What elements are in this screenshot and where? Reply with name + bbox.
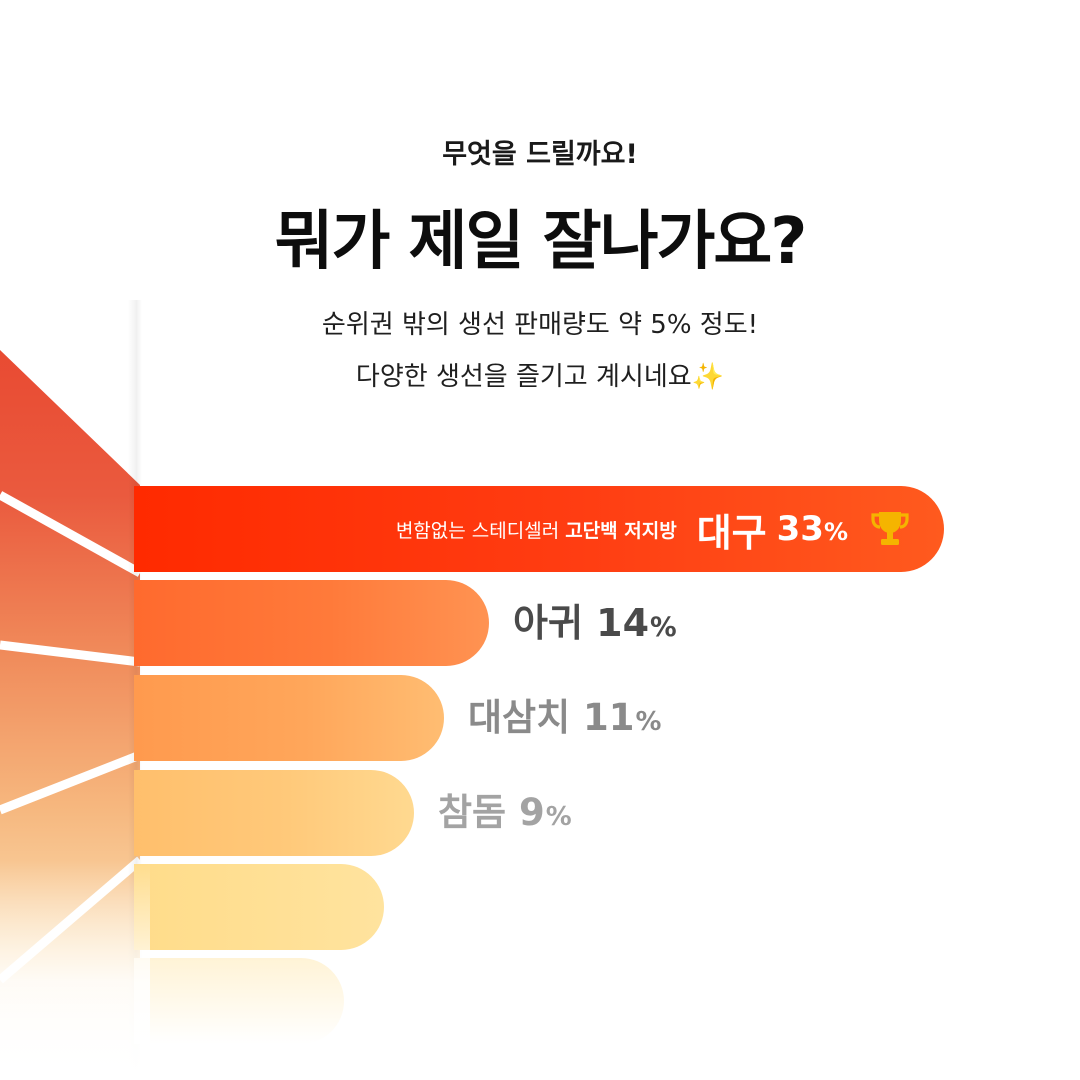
bar-decor-5 (134, 864, 384, 950)
bar-label-rank-1: 변함없는 스테디셀러 고단백 저지방 대구 33% (396, 486, 944, 572)
eyebrow-text: 무엇을 드릴까요! (442, 139, 638, 170)
bar-label-rank-4: 참돔 9% (438, 770, 572, 860)
bar-label-rank-3: 대삼치 11% (468, 675, 661, 765)
bar-decor-6 (134, 958, 344, 1044)
fan-divider (0, 750, 140, 815)
category-label: 대삼치 (468, 696, 571, 739)
subtitle-line-1: 순위권 밖의 생선 판매량도 약 5% 정도! (321, 310, 759, 340)
subtitle-line-2-text: 다양한 생선을 즐기고 계시네요 (355, 362, 692, 392)
bar-rank-2 (134, 580, 489, 666)
page-title: 뭐가 제일 잘나가요? (274, 205, 808, 279)
top-item-tagline-bold: 고단백 저지방 (565, 519, 677, 542)
value-label: 33% (777, 509, 848, 549)
bar-label-rank-2: 아귀 14% (513, 580, 677, 671)
trophy-icon (871, 512, 909, 545)
value-number: 33 (776, 509, 824, 549)
fan-divider (0, 491, 140, 577)
value-number: 9 (518, 791, 545, 834)
value-unit: % (635, 707, 662, 737)
bar-rank-1: 변함없는 스테디셀러 고단백 저지방 대구 33% (134, 486, 944, 572)
bottom-fade (0, 860, 150, 1080)
value-number: 14 (596, 601, 650, 645)
value-unit: % (823, 518, 848, 546)
value-unit: % (650, 612, 677, 643)
category-label: 참돔 (438, 791, 507, 834)
category-label: 대구 (696, 510, 767, 555)
value-number: 11 (583, 696, 635, 739)
fan-wedge-top (0, 300, 140, 485)
bar-rank-3 (134, 675, 444, 761)
top-item-tagline: 변함없는 스테디셀러 (395, 519, 560, 542)
sparkle-icon: ✨ (691, 362, 725, 392)
subtitle-line-2: 다양한 생선을 즐기고 계시네요✨ (0, 356, 1080, 393)
value-unit: % (545, 802, 572, 832)
bar-rank-4 (134, 770, 414, 856)
category-label: 아귀 (513, 601, 583, 645)
fan-divider (0, 640, 140, 667)
